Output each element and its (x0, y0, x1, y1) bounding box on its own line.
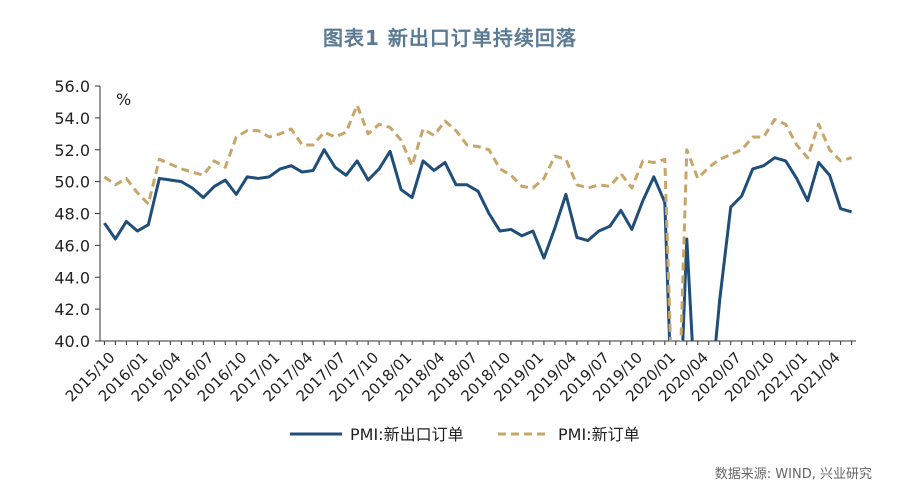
y-unit-label: % (116, 90, 131, 109)
legend-label-new-orders: PMI:新订单 (558, 425, 640, 444)
y-tick-label: 46.0 (54, 236, 90, 255)
y-tick-label: 56.0 (54, 77, 90, 96)
chart-title: 图表1 新出口订单持续回落 (323, 26, 577, 50)
y-tick-label: 50.0 (54, 173, 90, 192)
source-note: 数据来源: WIND, 兴业研究 (714, 467, 872, 482)
series-line-export-orders (103, 148, 853, 341)
y-tick-label: 52.0 (54, 141, 90, 160)
y-tick-label: 54.0 (54, 109, 90, 128)
y-tick-label: 40.0 (54, 332, 90, 351)
series-line-new-orders (103, 103, 853, 341)
y-tick-label: 48.0 (54, 205, 90, 224)
y-tick-label: 42.0 (54, 300, 90, 319)
legend-label-export-orders: PMI:新出口订单 (350, 425, 464, 444)
y-tick-label: 44.0 (54, 268, 90, 287)
